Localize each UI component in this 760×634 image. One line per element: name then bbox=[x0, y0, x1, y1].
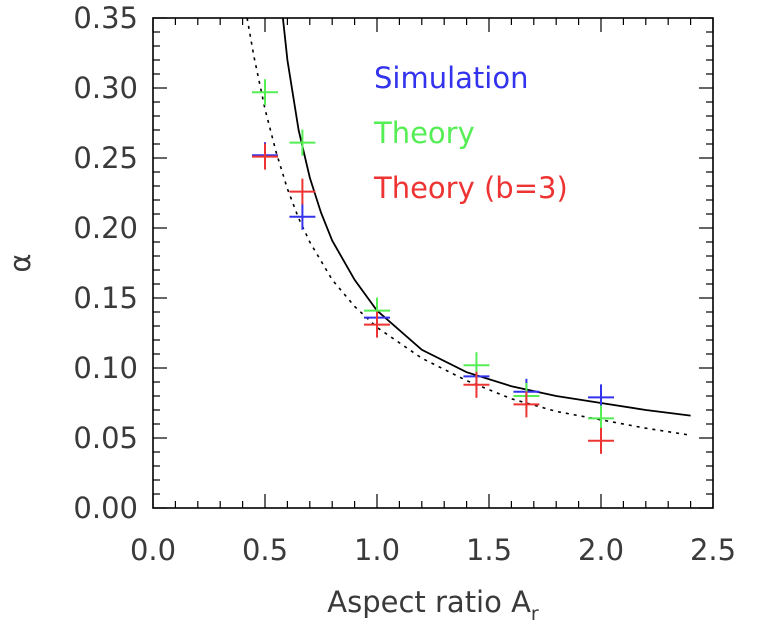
y-tick-label: 0.20 bbox=[73, 211, 138, 245]
dotted-curve bbox=[246, 17, 691, 436]
plot-frame bbox=[152, 17, 714, 509]
marker-theory bbox=[588, 405, 614, 432]
data-markers bbox=[252, 79, 614, 454]
y-tick-label: 0.30 bbox=[73, 71, 138, 105]
marker-theory-b-3 bbox=[588, 427, 614, 454]
x-tick-label: 0.5 bbox=[242, 533, 288, 567]
x-tick-label: 0.0 bbox=[130, 533, 176, 567]
x-tick-label: 1.5 bbox=[466, 533, 512, 567]
legend-entry: Theory (b=3) bbox=[373, 171, 568, 205]
legend-entry: Simulation bbox=[374, 61, 528, 95]
marker-theory-b-3 bbox=[463, 371, 490, 398]
y-tick-label: 0.15 bbox=[73, 281, 138, 315]
x-axis-title: Aspect ratio Ar bbox=[327, 585, 539, 625]
y-tick-label: 0.00 bbox=[73, 491, 138, 525]
x-axis-title-subscript: r bbox=[531, 603, 539, 625]
marker-theory-b-3 bbox=[364, 311, 390, 338]
marker-theory-b-3 bbox=[289, 178, 316, 205]
legend-entry: Theory bbox=[373, 116, 475, 150]
y-tick-label: 0.25 bbox=[73, 141, 138, 175]
marker-theory bbox=[289, 129, 316, 156]
x-tick-labels: 0.0 0.5 1.0 1.5 2.0 2.5 bbox=[130, 533, 736, 567]
marker-simulation bbox=[289, 203, 316, 230]
marker-theory-b-3 bbox=[513, 391, 540, 418]
marker-theory-b-3 bbox=[252, 143, 278, 170]
y-tick-label: 0.05 bbox=[73, 421, 138, 455]
legend: Simulation Theory Theory (b=3) bbox=[373, 61, 568, 205]
x-tick-label: 1.0 bbox=[354, 533, 400, 567]
y-tick-labels: 0.00 0.05 0.10 0.15 0.20 0.25 0.30 0.35 bbox=[73, 1, 138, 525]
x-tick-label: 2.0 bbox=[578, 533, 624, 567]
marker-theory bbox=[252, 79, 278, 106]
x-tick-label: 2.5 bbox=[690, 533, 736, 567]
y-tick-label: 0.10 bbox=[73, 351, 138, 385]
y-axis-title: α bbox=[3, 253, 37, 272]
tick-marks bbox=[152, 17, 714, 509]
y-tick-label: 0.35 bbox=[73, 1, 138, 35]
